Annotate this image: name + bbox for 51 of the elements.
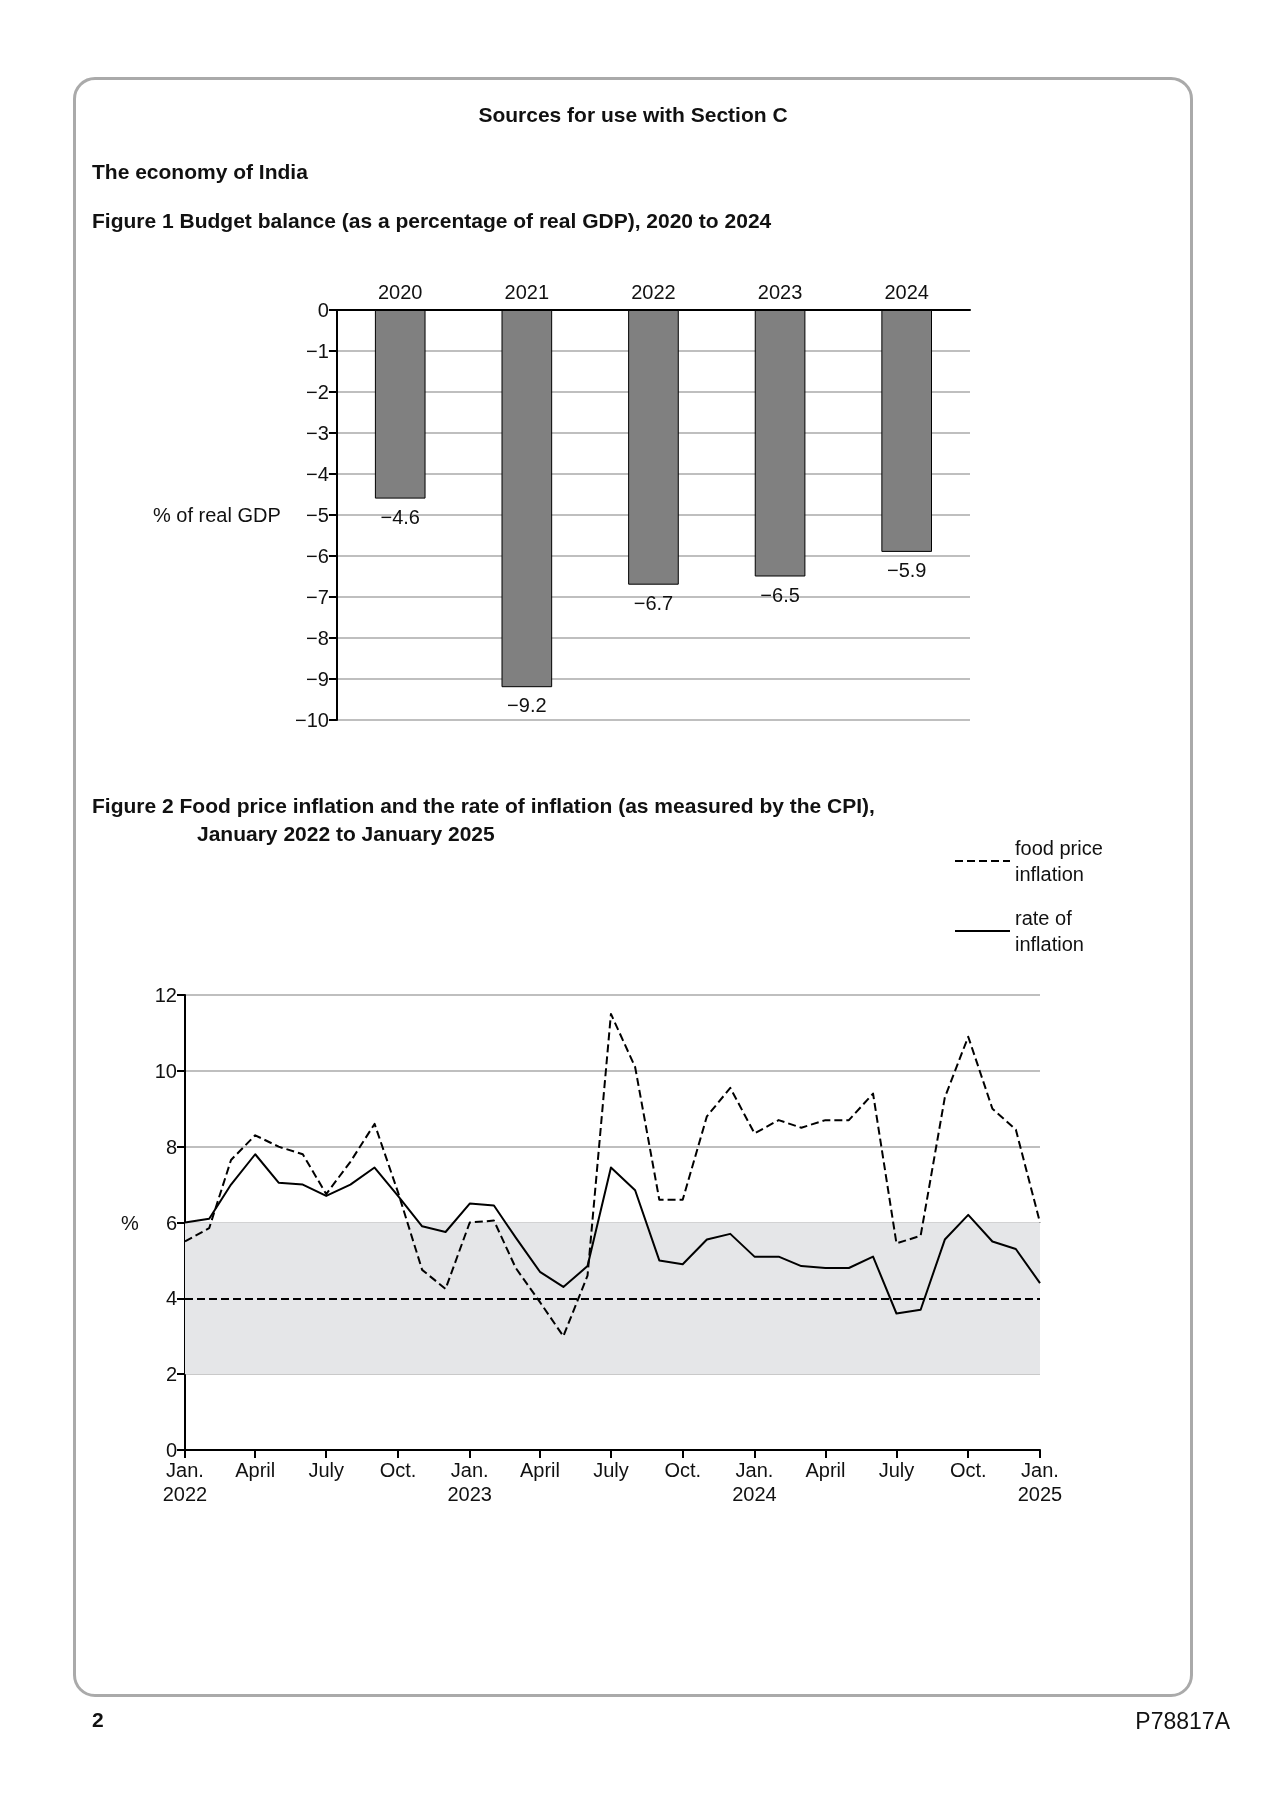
y-tick-label: 2: [165, 1363, 177, 1386]
y-tick-label: 10: [154, 1059, 177, 1082]
y-tick-label: −2: [306, 381, 329, 403]
x-tick-label: July: [593, 1459, 629, 1481]
y-tick-label: 6: [165, 1211, 177, 1234]
y-axis-title: %: [121, 1211, 140, 1234]
y-tick-label: −9: [306, 668, 329, 690]
y-tick-label: −1: [306, 340, 329, 362]
y-tick-label: 4: [165, 1287, 177, 1310]
text: P78817A: [1135, 1708, 1230, 1735]
x-tick-label: 2024: [884, 281, 929, 303]
x-tick-label: July: [308, 1459, 344, 1481]
y-tick-label: 12: [154, 984, 177, 1006]
text: 2: [92, 1708, 104, 1732]
y-tick-label: 0: [165, 1439, 177, 1461]
x-tick-label: 2020: [377, 281, 423, 303]
y-tick-label: −5: [306, 504, 329, 526]
x-tick-label: Oct.: [949, 1459, 987, 1481]
legend-label: food price inflation: [1015, 837, 1109, 885]
y-tick-label: −7: [306, 586, 329, 608]
source-note: Sources for use with Section C: [477, 103, 789, 127]
data-label: −6.7: [633, 591, 674, 614]
x-tick-label: Jan. 2023: [447, 1459, 492, 1505]
y-tick-label: −8: [306, 627, 329, 649]
x-tick-label: April: [235, 1459, 276, 1481]
y-tick-label: 0: [317, 299, 329, 321]
data-label: −9.2: [507, 694, 547, 717]
chart-title: Figure 2 Food price inflation and the rate of inflation (as measured by the CPI), January 2022 to January 2025: [92, 793, 876, 847]
x-tick-label: Jan. 2022: [162, 1459, 208, 1505]
x-tick-label: Jan. 2024: [732, 1459, 777, 1505]
y-tick-label: 8: [165, 1135, 177, 1158]
data-label: −5.9: [886, 558, 927, 581]
x-tick-label: 2021: [504, 281, 550, 303]
x-tick-label: Oct.: [664, 1459, 702, 1481]
data-label: −4.6: [380, 505, 420, 528]
data-label: −6.5: [760, 583, 800, 606]
y-tick-label: −4: [306, 463, 329, 485]
x-tick-label: April: [805, 1459, 846, 1481]
x-tick-label: 2023: [757, 281, 803, 303]
y-tick-label: −3: [306, 422, 329, 444]
y-tick-label: −6: [306, 545, 329, 567]
legend-label: rate of inflation: [1015, 907, 1084, 955]
text: The economy of India: [92, 160, 308, 184]
x-tick-label: July: [878, 1459, 915, 1481]
chart-title: Figure 1 Budget balance (as a percentage of real GDP), 2020 to 2024: [92, 208, 773, 234]
x-tick-label: Oct.: [379, 1459, 417, 1481]
y-axis-title: % of real GDP: [153, 504, 281, 526]
x-tick-label: Jan. 2025: [1017, 1459, 1063, 1505]
y-tick-label: −10: [294, 709, 329, 731]
x-tick-label: April: [519, 1459, 560, 1481]
x-tick-label: 2022: [631, 281, 676, 303]
